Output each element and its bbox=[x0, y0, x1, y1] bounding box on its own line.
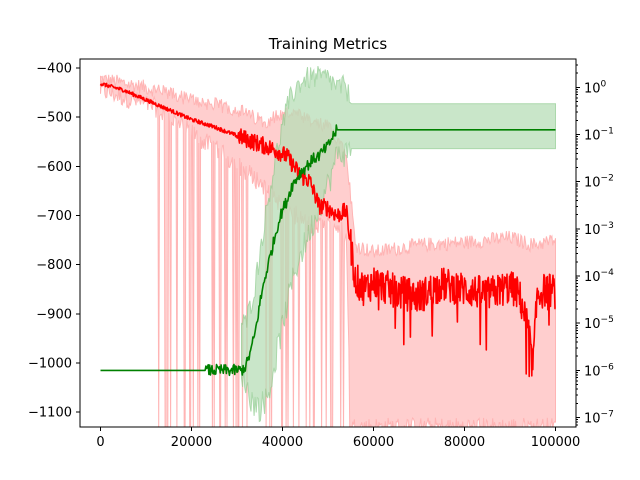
y2-tick-label: 10−7 bbox=[584, 410, 614, 427]
ticks: 0 20000 40000 60000 80000 100000 −400 −500 −600 −… bbox=[28, 61, 614, 450]
y2-tick-exponent: 0 bbox=[601, 79, 607, 89]
y2-tick-exponent: −3 bbox=[601, 221, 614, 231]
y2-tick-label: 10−6 bbox=[584, 362, 614, 379]
y-tick-label: −800 bbox=[36, 258, 72, 273]
chart-title: Training Metrics bbox=[268, 35, 388, 53]
y2-tick-label: 10−4 bbox=[584, 268, 614, 285]
y2-tick-exponent: −4 bbox=[601, 268, 615, 278]
y-tick-label: −900 bbox=[36, 307, 72, 322]
y2-tick-exponent: −7 bbox=[601, 410, 614, 420]
x-tick-label: 40000 bbox=[262, 435, 303, 450]
y-tick-label: −700 bbox=[36, 209, 72, 224]
y2-tick-exponent: −5 bbox=[601, 315, 614, 325]
y2-tick-label: 10−5 bbox=[584, 315, 614, 332]
y-tick-label: −1000 bbox=[28, 357, 72, 372]
y2-tick-label: 100 bbox=[584, 79, 607, 96]
y2-tick-label: 10−2 bbox=[584, 174, 614, 191]
red-confidence-band bbox=[100, 74, 556, 427]
y2-tick-exponent: −1 bbox=[601, 126, 614, 136]
red-series-line bbox=[99, 82, 556, 378]
x-tick-label: 0 bbox=[96, 435, 104, 450]
green-series-line bbox=[100, 124, 556, 377]
y-tick-label: −600 bbox=[36, 160, 72, 175]
x-tick-label: 100000 bbox=[531, 435, 581, 450]
series-lines bbox=[99, 82, 556, 378]
y-tick-label: −1100 bbox=[28, 406, 72, 421]
y-tick-label: −400 bbox=[36, 61, 72, 76]
x-tick-label: 80000 bbox=[444, 435, 485, 450]
y2-tick-exponent: −2 bbox=[601, 174, 614, 184]
x-tick-label: 20000 bbox=[171, 435, 212, 450]
y2-tick-exponent: −6 bbox=[601, 362, 615, 372]
y-tick-label: −500 bbox=[36, 111, 72, 126]
confidence-bands bbox=[100, 65, 556, 427]
x-tick-label: 60000 bbox=[353, 435, 394, 450]
y2-tick-label: 10−3 bbox=[584, 221, 614, 238]
y2-tick-label: 10−1 bbox=[584, 126, 614, 143]
